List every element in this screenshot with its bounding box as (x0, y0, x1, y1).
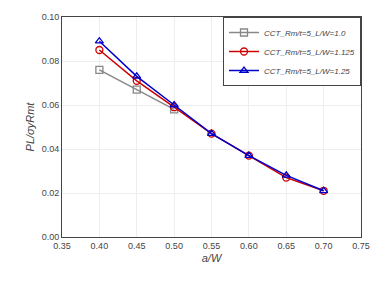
svg-text:0.60: 0.60 (240, 241, 258, 251)
svg-text:0.50: 0.50 (165, 241, 183, 251)
svg-text:0.40: 0.40 (91, 241, 109, 251)
svg-text:0.02: 0.02 (42, 188, 60, 198)
svg-text:0.06: 0.06 (42, 100, 60, 110)
svg-text:a/W: a/W (202, 252, 223, 264)
svg-text:0.75: 0.75 (352, 241, 370, 251)
svg-text:0.00: 0.00 (42, 232, 60, 242)
svg-text:0.08: 0.08 (42, 56, 60, 66)
svg-text:CCT_Rm/t=5_L/W=1.25: CCT_Rm/t=5_L/W=1.25 (264, 67, 350, 76)
svg-text:0.65: 0.65 (277, 241, 295, 251)
svg-text:0.70: 0.70 (315, 241, 333, 251)
svg-text:CCT_Rm/t=5_L/W=1.125: CCT_Rm/t=5_L/W=1.125 (264, 48, 355, 57)
svg-text:0.45: 0.45 (128, 241, 146, 251)
svg-text:0.10: 0.10 (42, 12, 60, 22)
svg-text:0.04: 0.04 (42, 144, 60, 154)
svg-text:PL/σyRmt: PL/σyRmt (24, 102, 36, 152)
svg-text:0.55: 0.55 (203, 241, 221, 251)
svg-text:CCT_Rm/t=5_L/W=1.0: CCT_Rm/t=5_L/W=1.0 (264, 29, 346, 38)
svg-text:0.35: 0.35 (53, 241, 71, 251)
